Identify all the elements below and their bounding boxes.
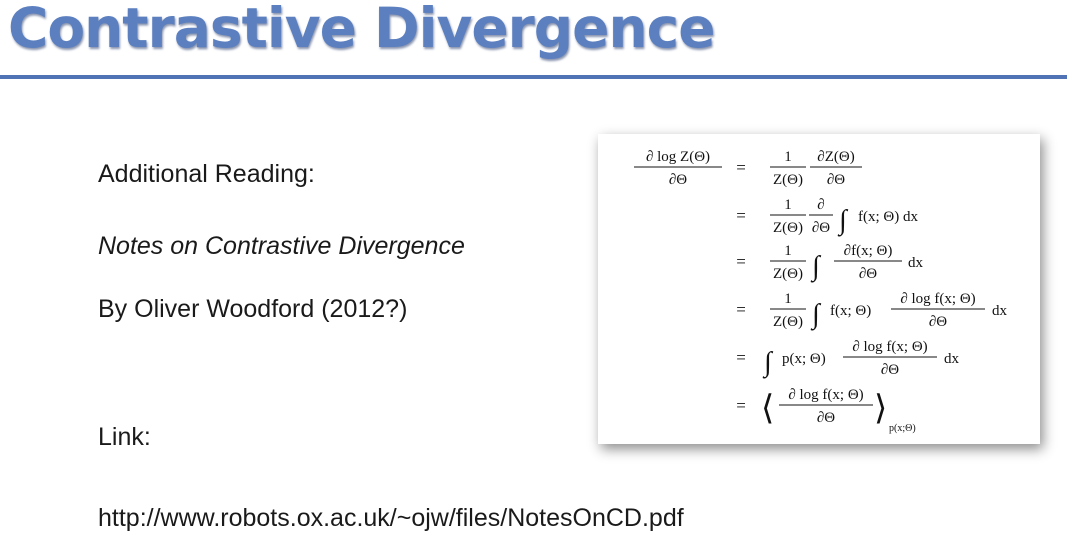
dZ-num: ∂Z(Θ): [817, 149, 854, 165]
equation-derivation: ∂ log Z(Θ) ∂Θ = 1 Z(Θ) ∂Z(Θ) ∂Θ = 1 Z(Θ)…: [634, 149, 1008, 434]
slide-title: Contrastive Divergence: [8, 0, 716, 60]
df-num: ∂f(x; Θ): [844, 243, 893, 259]
dZ-den: ∂Θ: [827, 172, 845, 188]
frac1-den: Z(Θ): [773, 172, 803, 188]
link-label: Link:: [98, 423, 151, 451]
equals-4: =: [736, 300, 746, 319]
f-term-4: f(x; Θ): [830, 303, 871, 319]
integral-4: ∫: [762, 347, 774, 379]
integral-3: ∫: [810, 299, 822, 331]
reading-url[interactable]: http://www.robots.ox.ac.uk/~ojw/files/No…: [98, 504, 684, 532]
partial-den: ∂Θ: [812, 220, 830, 236]
dlogf-num-6: ∂ log f(x; Θ): [788, 387, 863, 403]
left-angle: ⟨: [761, 390, 774, 427]
reading-book-title: Notes on Contrastive Divergence: [98, 232, 465, 260]
dx-5: dx: [944, 351, 960, 367]
title-divider: [0, 75, 1067, 79]
df-den: ∂Θ: [859, 266, 877, 282]
frac4-num: 1: [784, 291, 792, 307]
reading-heading: Additional Reading:: [98, 160, 315, 188]
frac2-num: 1: [784, 197, 792, 213]
equals-5: =: [736, 348, 746, 367]
equation-image: ∂ log Z(Θ) ∂Θ = 1 Z(Θ) ∂Z(Θ) ∂Θ = 1 Z(Θ)…: [598, 134, 1040, 444]
p-term-5: p(x; Θ): [782, 351, 826, 367]
dx-3: dx: [908, 255, 924, 271]
reading-author: By Oliver Woodford (2012?): [98, 295, 408, 323]
frac1-num: 1: [784, 149, 792, 165]
right-angle: ⟩: [874, 390, 887, 427]
f-dx-1: f(x; Θ) dx: [858, 209, 918, 225]
dlogf-den-6: ∂Θ: [817, 410, 835, 426]
dlogf-den-4: ∂Θ: [929, 314, 947, 330]
equals-2: =: [736, 206, 746, 225]
frac2-den: Z(Θ): [773, 220, 803, 236]
dx-4: dx: [992, 303, 1008, 319]
lhs-denominator: ∂Θ: [669, 172, 687, 188]
expectation-subscript: p(x;Θ): [889, 423, 916, 434]
frac3-den: Z(Θ): [773, 266, 803, 282]
integral-2: ∫: [810, 251, 822, 283]
equals-3: =: [736, 252, 746, 271]
frac4-den: Z(Θ): [773, 314, 803, 330]
equals-6: =: [736, 396, 746, 415]
integral-1: ∫: [837, 205, 849, 237]
partial-num: ∂: [817, 197, 824, 213]
dlogf-num-5: ∂ log f(x; Θ): [852, 339, 927, 355]
frac3-num: 1: [784, 243, 792, 259]
dlogf-den-5: ∂Θ: [881, 362, 899, 378]
dlogf-num-4: ∂ log f(x; Θ): [900, 291, 975, 307]
equals-1: =: [736, 158, 746, 177]
lhs-numerator: ∂ log Z(Θ): [646, 149, 710, 165]
